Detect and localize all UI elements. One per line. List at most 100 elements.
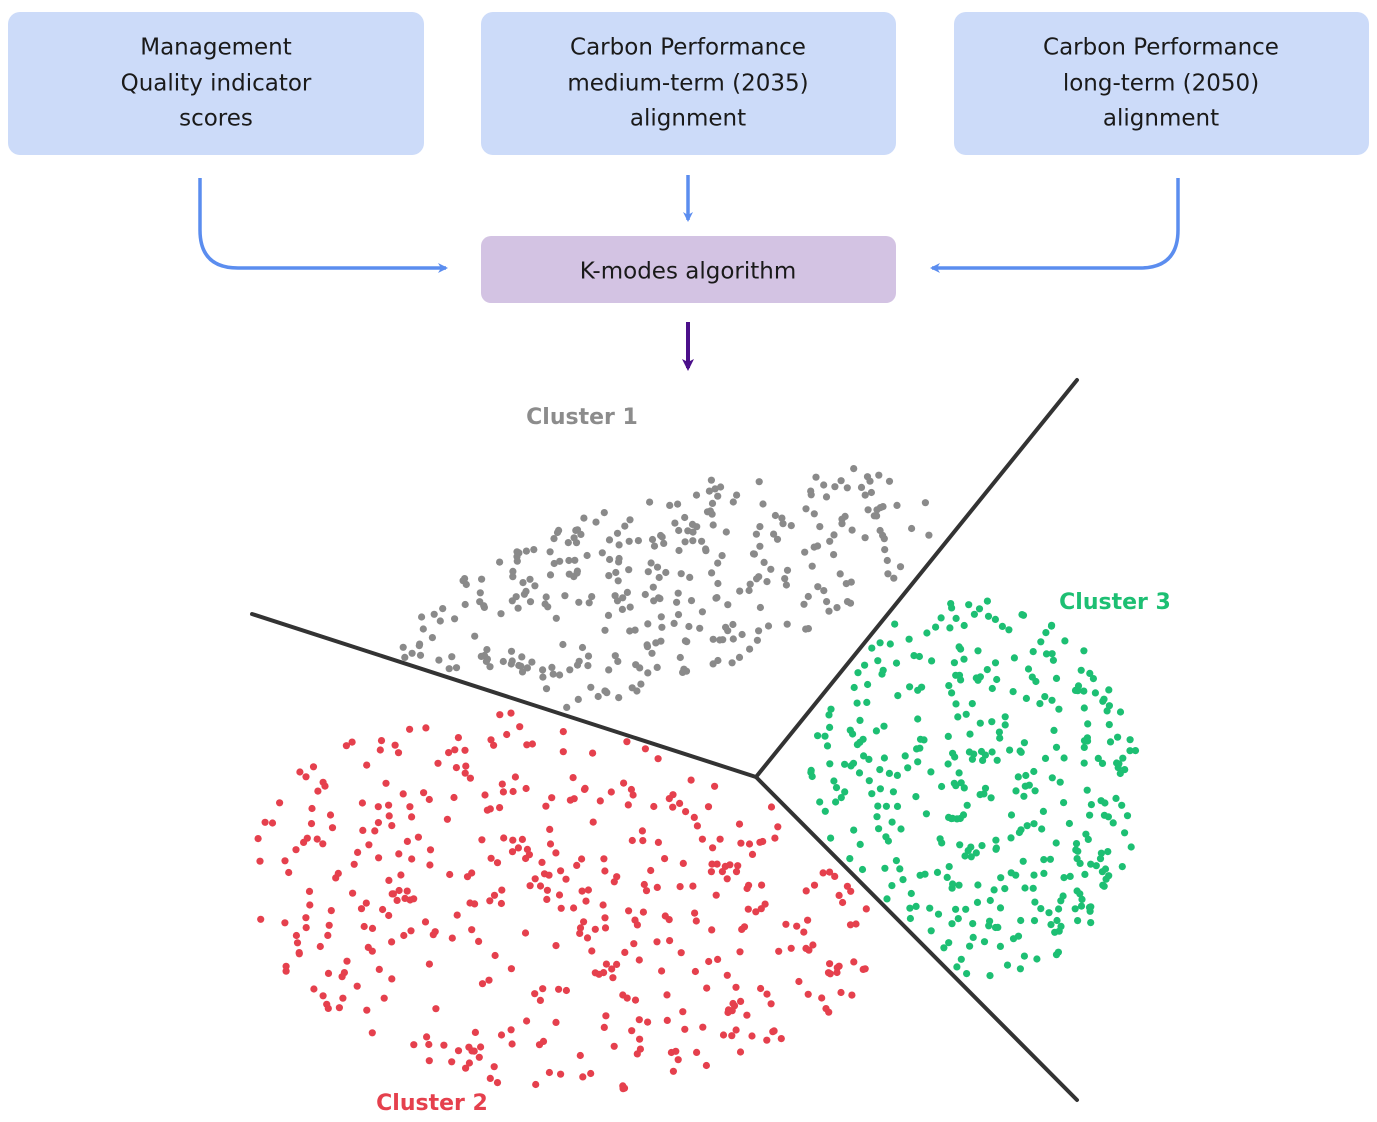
- dot: [850, 465, 858, 473]
- dot: [513, 557, 521, 565]
- dot: [993, 756, 1001, 764]
- dot: [736, 587, 744, 595]
- dot: [910, 652, 918, 660]
- dot: [500, 834, 508, 842]
- dot: [946, 624, 954, 632]
- dot: [625, 537, 633, 545]
- dot: [631, 626, 639, 634]
- dot: [599, 901, 607, 909]
- dot: [285, 868, 293, 877]
- dot: [559, 748, 567, 756]
- dot: [767, 565, 775, 573]
- dot: [461, 769, 469, 777]
- dot: [820, 587, 828, 595]
- dot: [363, 761, 371, 769]
- dot: [943, 873, 951, 882]
- dot: [1005, 626, 1013, 634]
- dot: [428, 634, 436, 642]
- dot: [862, 905, 870, 913]
- dot: [451, 746, 459, 754]
- dot: [282, 962, 290, 970]
- dot: [718, 552, 726, 560]
- dot: [728, 659, 736, 667]
- dot: [873, 813, 881, 821]
- dot: [1048, 774, 1056, 782]
- dot: [826, 760, 834, 768]
- dot: [1083, 786, 1091, 794]
- dot: [714, 955, 722, 964]
- dot: [883, 895, 891, 903]
- dot: [804, 625, 813, 633]
- dot: [764, 622, 773, 630]
- dot: [393, 896, 401, 905]
- dot: [755, 627, 763, 635]
- dot: [928, 657, 936, 665]
- dot: [745, 840, 754, 848]
- dot: [658, 623, 666, 631]
- dot: [937, 614, 945, 622]
- dot: [1098, 759, 1107, 768]
- dot: [1031, 898, 1039, 906]
- dot: [825, 711, 833, 719]
- dot: [497, 610, 505, 618]
- dot: [757, 905, 765, 913]
- dot: [338, 973, 346, 981]
- dot: [422, 724, 430, 732]
- dot: [319, 840, 327, 848]
- dot: [497, 1031, 506, 1039]
- dot: [465, 1059, 473, 1067]
- dot: [408, 649, 416, 657]
- dot: [578, 643, 587, 652]
- dot: [592, 518, 600, 526]
- dot: [961, 852, 969, 860]
- dot: [893, 501, 901, 509]
- dot: [471, 900, 479, 908]
- dot: [945, 863, 953, 871]
- dot: [563, 703, 571, 712]
- dot: [557, 1070, 565, 1078]
- dot: [632, 661, 640, 669]
- dot: [1119, 754, 1127, 762]
- dot: [669, 1067, 678, 1075]
- dot: [526, 882, 534, 890]
- dot: [827, 834, 835, 842]
- dot: [804, 592, 812, 601]
- dot: [609, 974, 617, 982]
- dot: [863, 473, 872, 481]
- dot: [509, 787, 517, 796]
- dot: [293, 939, 302, 947]
- dot: [619, 1082, 627, 1090]
- dot: [705, 487, 714, 495]
- dot: [324, 969, 333, 978]
- dot: [854, 669, 862, 677]
- dot: [403, 837, 411, 846]
- dot: [420, 789, 428, 797]
- dot: [1104, 848, 1112, 856]
- dot: [770, 1027, 778, 1035]
- dot: [570, 904, 578, 912]
- dot: [1065, 819, 1073, 828]
- dot: [868, 790, 876, 798]
- dot: [451, 615, 459, 623]
- dot: [1001, 721, 1009, 729]
- dot: [752, 530, 761, 538]
- dot: [499, 788, 507, 796]
- dot: [777, 1035, 785, 1043]
- dot: [471, 632, 479, 640]
- dot: [625, 566, 633, 574]
- dot: [648, 649, 656, 657]
- dot: [746, 580, 754, 588]
- dot: [979, 756, 987, 765]
- dot: [1123, 812, 1132, 820]
- dot: [711, 485, 719, 493]
- dot: [514, 844, 523, 852]
- dot: [628, 836, 636, 845]
- dot: [522, 854, 530, 863]
- dot: [724, 601, 732, 609]
- dot: [545, 871, 553, 879]
- dot: [448, 934, 456, 942]
- dot: [993, 675, 1001, 684]
- dot: [626, 627, 634, 635]
- dot: [635, 1016, 643, 1024]
- dot: [653, 883, 661, 892]
